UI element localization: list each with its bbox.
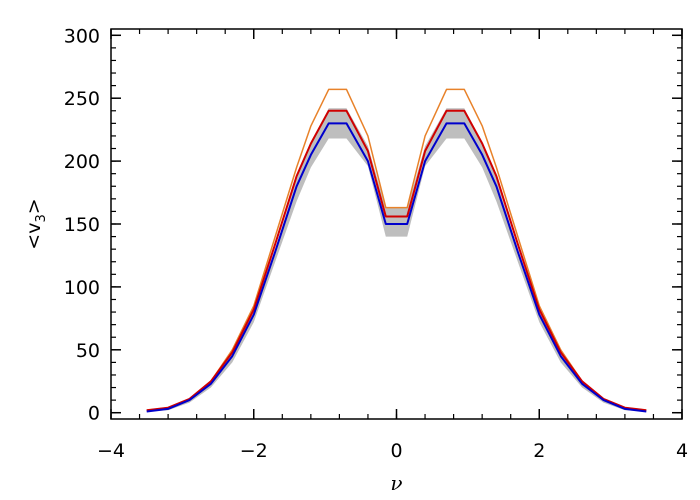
ticks-layer xyxy=(110,29,683,419)
x-axis-title: ν xyxy=(390,471,402,495)
x-tick-label: −2 xyxy=(240,440,268,462)
y-tick-label: 50 xyxy=(76,340,100,362)
y-axis-title-close: > xyxy=(23,198,45,214)
plot-frame xyxy=(110,28,683,420)
y-axis-title-subscript: 3 xyxy=(34,214,49,222)
x-tick-label: 0 xyxy=(390,440,402,462)
y-axis-title-main: <v xyxy=(23,223,45,250)
tick-labels-layer: −4 −2 0 2 4 0 50 100 150 200 250 300 xyxy=(64,25,688,462)
y-tick-label: 250 xyxy=(64,88,100,110)
x-tick-label: 2 xyxy=(533,440,545,462)
y-tick-label: 150 xyxy=(64,214,100,236)
y-tick-label: 100 xyxy=(64,277,100,299)
series-line-2 xyxy=(146,109,647,412)
x-tick-label: 4 xyxy=(676,440,688,462)
y-tick-label: 300 xyxy=(64,25,100,47)
y-axis-title: <v3> xyxy=(23,198,49,249)
series-layer xyxy=(146,88,647,413)
x-tick-label: −4 xyxy=(97,440,125,462)
series-line-3 xyxy=(146,122,647,413)
y-tick-label: 200 xyxy=(64,151,100,173)
y-tick-label: 0 xyxy=(88,403,100,425)
series-line-1 xyxy=(146,88,647,411)
